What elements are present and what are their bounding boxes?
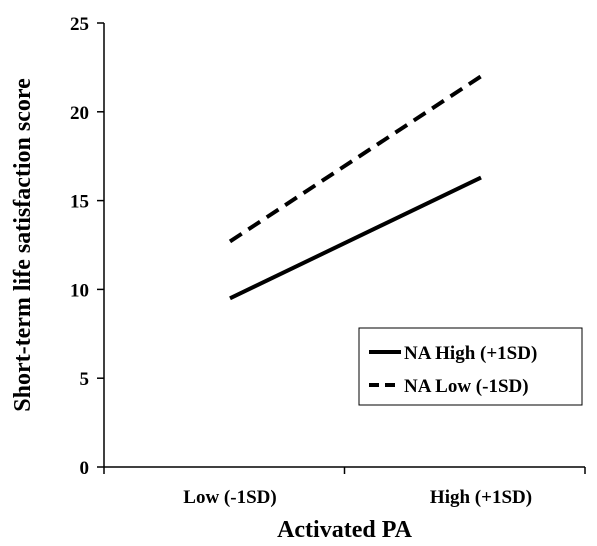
y-tick-label: 25 [70,14,89,35]
legend: NA High (+1SD) NA Low (-1SD) [358,327,583,406]
legend-label-na-low: NA Low (-1SD) [404,376,529,397]
x-axis-title: Activated PA [277,517,413,543]
y-tick-label: 0 [80,458,90,479]
series-lines [228,74,483,301]
y-tick-label: 10 [70,280,89,301]
x-tick-label: High (+1SD) [430,487,532,508]
y-axis-title: Short-term life satisfaction score [10,78,36,412]
y-ticks: 0 5 10 15 20 25 [70,14,104,479]
series-line-0 [229,175,482,301]
y-tick-label: 15 [70,192,89,213]
series-line-1 [228,74,483,244]
x-tick-label: Low (-1SD) [183,487,276,508]
y-tick-label: 5 [80,369,90,390]
x-ticks: Low (-1SD) High (+1SD) [103,467,586,508]
legend-label-na-high: NA High (+1SD) [404,343,537,364]
legend-box [358,327,583,406]
y-tick-label: 20 [70,103,89,124]
